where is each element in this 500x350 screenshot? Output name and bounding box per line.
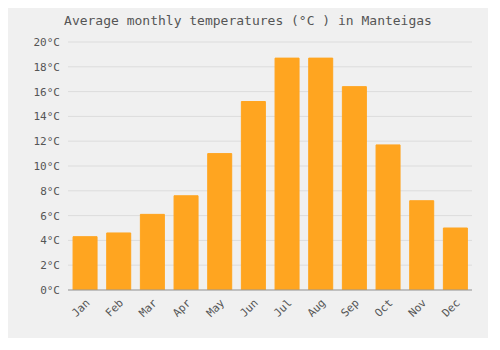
html-text:Average monthly temperatures (: Average monthly temperatures (°C ) in Ma… [64,13,432,28]
svg-text:14°C: 14°C [34,110,61,123]
svg-text:Feb: Feb [103,296,126,319]
svg-text:12°C: 12°C [34,135,61,148]
svg-text:Sep: Sep [339,296,362,319]
svg-text:4°C: 4°C [40,234,60,247]
svg-text:Aug: Aug [305,296,328,319]
svg-text:8°C: 8°C [40,185,60,198]
svg-text:Oct: Oct [372,296,395,319]
svg-text:Jun: Jun [238,296,261,319]
svg-text:6°C: 6°C [40,210,60,223]
svg-text:Jan: Jan [69,296,92,319]
svg-text:Apr: Apr [170,296,194,320]
svg-text:16°C: 16°C [34,86,61,99]
svg-text:May: May [204,296,228,320]
svg-text:0°C: 0°C [40,284,60,297]
svg-text:20°C: 20°C [34,36,61,49]
svg-text:10°C: 10°C [34,160,61,173]
svg-text:Dec: Dec [440,296,463,319]
svg-text:Jul: Jul [271,296,294,319]
svg-text:Nov: Nov [406,296,430,320]
svg-text:18°C: 18°C [34,61,61,74]
svg-text:Mar: Mar [137,296,161,320]
svg-text:2°C: 2°C [40,259,60,272]
